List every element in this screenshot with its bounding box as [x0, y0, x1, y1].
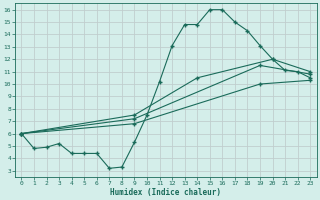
- X-axis label: Humidex (Indice chaleur): Humidex (Indice chaleur): [110, 188, 221, 197]
